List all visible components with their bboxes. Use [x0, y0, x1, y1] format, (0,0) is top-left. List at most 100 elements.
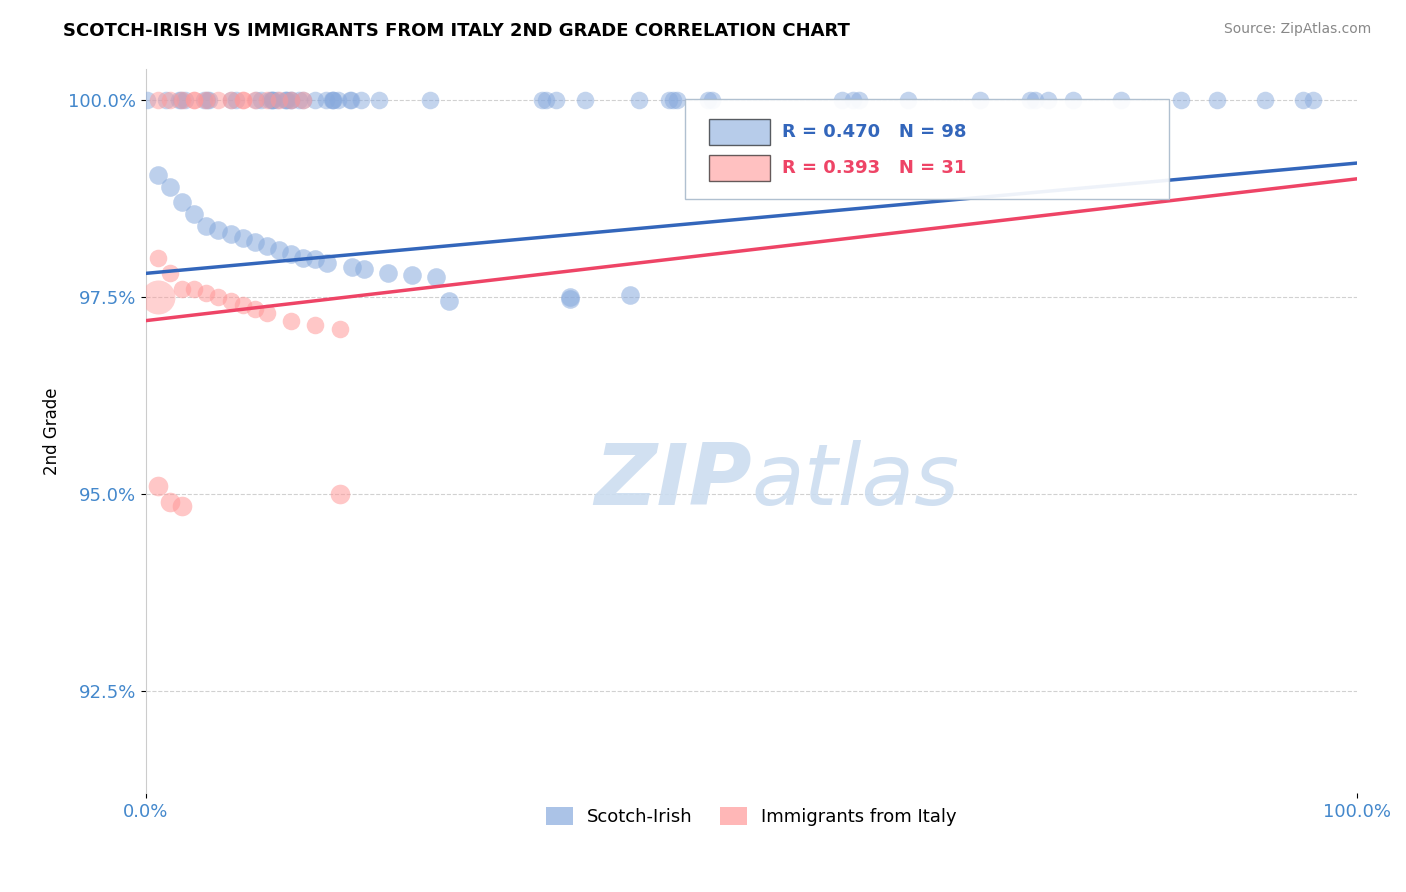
- Point: [339, 93, 361, 107]
- Point: [243, 301, 266, 316]
- Point: [136, 93, 159, 107]
- Point: [262, 93, 284, 107]
- Text: ZIP: ZIP: [593, 440, 751, 524]
- Point: [195, 93, 218, 107]
- Point: [329, 487, 352, 501]
- Point: [574, 93, 596, 107]
- Point: [159, 266, 181, 280]
- Point: [558, 290, 581, 304]
- Point: [193, 93, 215, 107]
- Point: [183, 93, 205, 107]
- Point: [219, 93, 242, 107]
- Point: [328, 93, 350, 107]
- Point: [267, 243, 290, 257]
- Point: [350, 93, 373, 107]
- Point: [534, 93, 557, 107]
- Point: [146, 290, 169, 304]
- Point: [146, 93, 169, 107]
- Point: [339, 93, 361, 107]
- Point: [280, 313, 302, 327]
- Point: [304, 93, 326, 107]
- Point: [842, 93, 865, 107]
- Point: [628, 93, 651, 107]
- Point: [276, 93, 298, 107]
- Point: [1024, 93, 1046, 107]
- Text: Source: ZipAtlas.com: Source: ZipAtlas.com: [1223, 22, 1371, 37]
- Point: [232, 298, 254, 312]
- FancyBboxPatch shape: [709, 155, 769, 181]
- Point: [322, 93, 344, 107]
- Point: [401, 268, 423, 282]
- Point: [172, 195, 194, 210]
- Point: [262, 93, 284, 107]
- Point: [198, 93, 221, 107]
- Point: [155, 93, 177, 107]
- Point: [159, 93, 181, 107]
- Point: [437, 293, 460, 308]
- Point: [280, 93, 302, 107]
- Point: [1170, 93, 1192, 107]
- Point: [183, 93, 205, 107]
- Point: [174, 93, 197, 107]
- Point: [167, 93, 190, 107]
- Text: R = 0.393   N = 31: R = 0.393 N = 31: [782, 159, 966, 177]
- Point: [183, 207, 205, 221]
- Point: [665, 93, 688, 107]
- Text: SCOTCH-IRISH VS IMMIGRANTS FROM ITALY 2ND GRADE CORRELATION CHART: SCOTCH-IRISH VS IMMIGRANTS FROM ITALY 2N…: [63, 22, 851, 40]
- Point: [897, 93, 920, 107]
- Point: [146, 479, 169, 493]
- Point: [619, 288, 641, 302]
- Point: [1302, 93, 1324, 107]
- Point: [546, 93, 568, 107]
- Point: [274, 93, 297, 107]
- Point: [1036, 93, 1059, 107]
- Point: [232, 93, 254, 107]
- Point: [172, 282, 194, 296]
- Point: [195, 219, 218, 233]
- Point: [658, 93, 681, 107]
- Point: [245, 93, 267, 107]
- Point: [1254, 93, 1277, 107]
- Point: [831, 93, 853, 107]
- Point: [315, 93, 337, 107]
- Point: [304, 318, 326, 332]
- Point: [280, 93, 302, 107]
- Point: [207, 290, 229, 304]
- Point: [232, 93, 254, 107]
- Point: [531, 93, 554, 107]
- Point: [250, 93, 273, 107]
- Point: [207, 223, 229, 237]
- Point: [159, 179, 181, 194]
- Point: [266, 93, 288, 107]
- Point: [219, 293, 242, 308]
- Point: [256, 93, 278, 107]
- Point: [969, 93, 991, 107]
- Point: [340, 260, 363, 274]
- Point: [262, 93, 284, 107]
- Point: [225, 93, 247, 107]
- Point: [322, 93, 344, 107]
- Point: [267, 93, 290, 107]
- Point: [288, 93, 311, 107]
- Point: [353, 262, 375, 277]
- Point: [146, 251, 169, 265]
- Point: [243, 93, 266, 107]
- Point: [195, 286, 218, 301]
- Point: [274, 93, 297, 107]
- Point: [291, 93, 314, 107]
- Point: [183, 282, 205, 296]
- Point: [159, 495, 181, 509]
- Point: [280, 93, 302, 107]
- Point: [304, 252, 326, 267]
- Point: [697, 93, 720, 107]
- Point: [1292, 93, 1315, 107]
- Point: [292, 251, 315, 265]
- Point: [368, 93, 391, 107]
- Point: [848, 93, 870, 107]
- Point: [172, 93, 194, 107]
- Point: [558, 292, 581, 306]
- Point: [419, 93, 441, 107]
- Point: [316, 256, 339, 270]
- Point: [256, 306, 278, 320]
- Point: [1206, 93, 1229, 107]
